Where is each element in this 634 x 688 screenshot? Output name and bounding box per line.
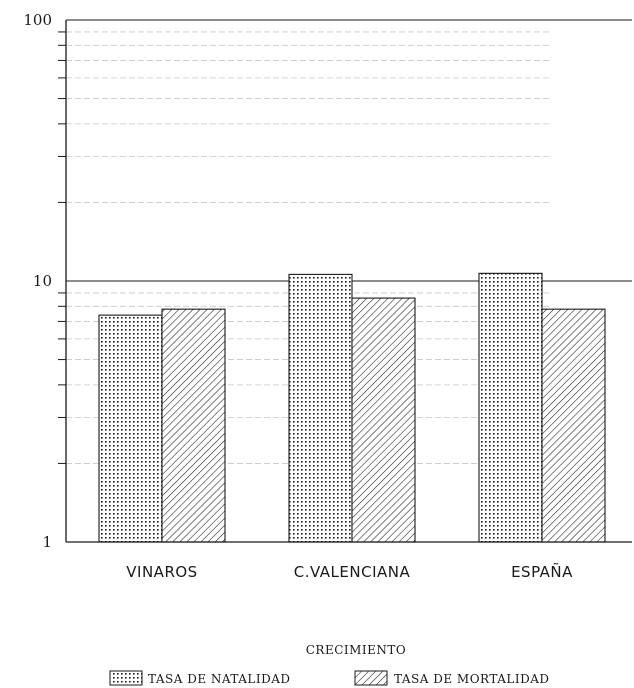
axes (65, 20, 632, 543)
y-tick-label: 10 (33, 272, 52, 290)
y-tick-label: 100 (23, 11, 52, 29)
category-label: C.VALENCIANA (294, 563, 411, 581)
bar-natalidad-2 (478, 272, 543, 543)
y-tick-label: 1 (42, 533, 52, 551)
legend-swatch-mortalidad (354, 670, 388, 686)
bar-mortalidad-2 (541, 308, 606, 543)
legend-label-mortalidad: TASA DE MORTALIDAD (394, 672, 550, 686)
bar-mortalidad-1 (351, 297, 416, 543)
bar-natalidad-1 (288, 273, 353, 543)
legend: TASA DE NATALIDAD TASA DE MORTALIDAD (109, 670, 550, 686)
category-label: ESPAÑA (511, 562, 573, 581)
y-tick-labels: 1 10 100 (23, 11, 52, 551)
chart-title: CRECIMIENTO (306, 643, 407, 657)
bar-natalidad-0 (98, 314, 163, 543)
legend-label-natalidad: TASA DE NATALIDAD (148, 672, 291, 686)
bars (98, 272, 606, 543)
legend-item-natalidad: TASA DE NATALIDAD (109, 670, 291, 686)
category-label: VINAROS (126, 563, 197, 581)
bar-mortalidad-0 (161, 308, 226, 543)
legend-swatch-natalidad (109, 670, 143, 686)
category-labels: VINAROS C.VALENCIANA ESPAÑA (126, 562, 573, 581)
legend-item-mortalidad: TASA DE MORTALIDAD (354, 670, 550, 686)
